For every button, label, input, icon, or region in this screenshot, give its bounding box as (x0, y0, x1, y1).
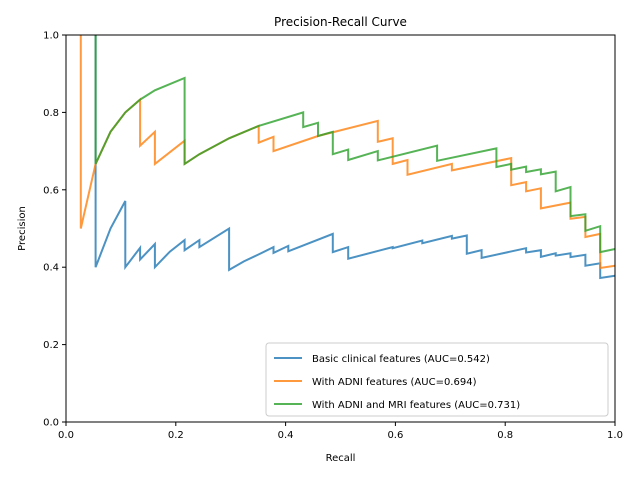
y-tick-label: 0.0 (43, 418, 59, 429)
y-tick-label: 0.4 (43, 263, 59, 274)
legend-entries: Basic clinical features (AUC=0.542) With … (274, 354, 520, 411)
ticks-layer: 0.0 0.2 0.4 0.6 0.8 1.0 0.0 0.2 0.4 0.6 0.8 1.0 (43, 31, 623, 442)
x-tick-label: 0.8 (497, 430, 513, 441)
y-tick-label: 0.6 (43, 185, 59, 196)
x-axis-label: Recall (326, 453, 356, 464)
legend-box (265, 342, 609, 417)
legend-label-2: With ADNI features (AUC=0.694) (312, 377, 477, 388)
plot-frame (65, 34, 616, 423)
y-axis-label: Precision (17, 206, 28, 251)
series-line-1 (94, 35, 616, 280)
y-tick-label: 0.8 (43, 108, 59, 119)
legend: Basic clinical features (AUC=0.542) With … (265, 342, 609, 417)
chart-title: Precision-Recall Curve (274, 15, 407, 29)
x-tick-label: 0.4 (278, 430, 294, 441)
x-tick-label: 1.0 (607, 430, 623, 441)
x-tick-label: 0.2 (168, 430, 184, 441)
series-line-3 (94, 35, 616, 254)
legend-label-1: Basic clinical features (AUC=0.542) (312, 354, 490, 365)
series-line-2 (79, 35, 616, 270)
y-tick-label: 0.2 (43, 340, 59, 351)
series-layer (79, 35, 616, 280)
legend-label-3: With ADNI and MRI features (AUC=0.731) (312, 400, 520, 411)
x-tick-label: 0.0 (58, 430, 74, 441)
y-tick-label: 1.0 (43, 31, 59, 42)
x-tick-label: 0.6 (387, 430, 403, 441)
